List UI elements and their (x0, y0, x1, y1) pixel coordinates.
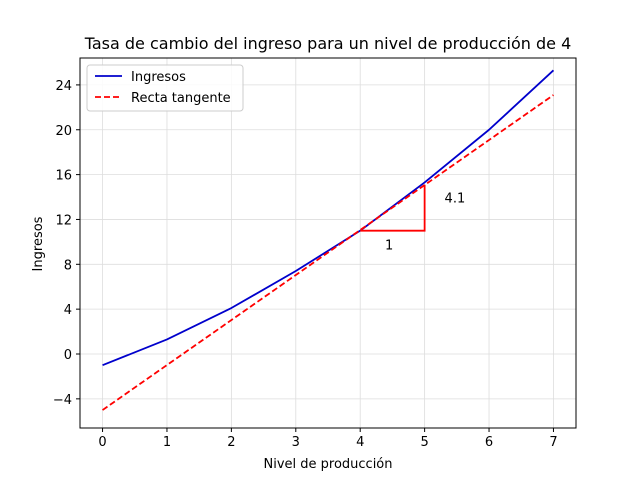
legend-label-ingresos: Ingresos (131, 70, 186, 85)
y-tick-label: 24 (55, 79, 72, 94)
plot-series: 14.1 (102, 69, 555, 411)
y-tick-label: 8 (64, 258, 72, 273)
x-tick-label: 1 (163, 435, 171, 450)
x-tick-label: 3 (292, 435, 300, 450)
x-axis-label: Nivel de producción (263, 457, 392, 472)
x-tick-label: 6 (485, 435, 493, 450)
y-tick-label: −4 (53, 393, 72, 408)
plot-frame (79, 57, 577, 429)
x-tick-label: 5 (420, 435, 428, 450)
x-tick-label: 0 (98, 435, 106, 450)
x-tick-label: 4 (356, 435, 364, 450)
grid-lines (80, 58, 576, 428)
y-tick-label: 16 (55, 169, 72, 184)
legend: Ingresos Recta tangente (86, 64, 244, 112)
rise-label: 4.1 (445, 192, 466, 207)
slope-triangle (360, 184, 426, 232)
series-line-ingresos (102, 69, 555, 367)
chart-title: Tasa de cambio del ingreso para un nivel… (84, 34, 572, 53)
legend-label-recta-tangente: Recta tangente (131, 91, 231, 106)
y-axis-label: Ingresos (31, 216, 46, 271)
x-tick-label: 2 (227, 435, 235, 450)
x-tick-label: 7 (549, 435, 557, 450)
y-tick-label: 20 (55, 124, 72, 139)
y-tick-label: 0 (64, 348, 72, 363)
series-line-recta-tangente (102, 94, 554, 411)
run-label: 1 (385, 239, 393, 254)
y-tick-label: 12 (55, 213, 72, 228)
y-tick-label: 4 (64, 303, 72, 318)
legend-box (86, 64, 244, 112)
